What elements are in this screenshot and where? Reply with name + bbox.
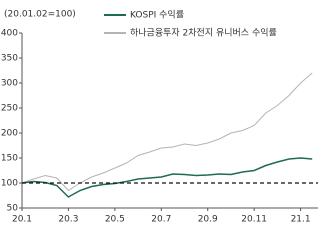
- chart: (20.01.02=100) 50 100 150 200 250 300 350 400 20…: [1, 9, 318, 225]
- y-tick-label: 150: [1, 154, 18, 164]
- x-tick-label: 20.7: [151, 215, 171, 225]
- x-tick-label: 20.3: [58, 215, 78, 225]
- x-tick-label: 20.5: [105, 215, 125, 225]
- legend-label: 하나금융투자 2차전지 유니버스 수익률: [130, 27, 277, 39]
- y-tick-label: 400: [1, 29, 18, 39]
- x-tick-label: 20.1: [12, 215, 32, 225]
- y-tick-label: 300: [1, 79, 18, 89]
- y-tick-label: 50: [7, 204, 19, 214]
- series-line: [21, 72, 313, 192]
- y-tick-label: 250: [1, 104, 18, 114]
- y-tick-label: 200: [1, 129, 18, 139]
- y-tick-label: 350: [1, 54, 18, 64]
- x-tick-label: 20.11: [241, 215, 267, 225]
- x-tick-label: 21.1: [291, 215, 311, 225]
- y-axis-label: (20.01.02=100): [4, 10, 76, 20]
- x-tick-label: 20.9: [198, 215, 218, 225]
- series-line: [21, 157, 313, 198]
- y-tick-label: 100: [1, 179, 18, 189]
- legend-label: KOSPI 수익률: [130, 9, 184, 21]
